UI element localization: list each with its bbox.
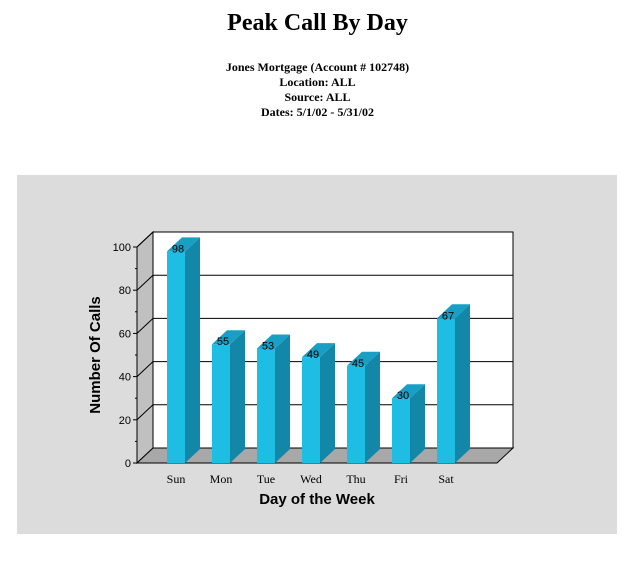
bar-fri: 30 — [392, 384, 425, 463]
dates-line: Dates: 5/1/02 - 5/31/02 — [261, 105, 374, 119]
x-axis-labels: Sun Mon Tue Wed Thu Fri Sat — [167, 472, 455, 486]
y-tick-label: 20 — [119, 415, 131, 427]
bar — [437, 318, 455, 463]
bar — [257, 348, 275, 463]
chart-title: Peak Call By Day — [227, 10, 408, 36]
gridline-side — [136, 231, 154, 248]
bar-thu: 45 — [347, 351, 380, 463]
bar-side — [410, 384, 425, 463]
y-tick-label: 40 — [119, 372, 131, 384]
bar — [167, 251, 185, 463]
y-axis-title: Number Of Calls — [87, 296, 104, 414]
y-tick-label: 60 — [119, 328, 131, 340]
account-line: Jones Mortgage (Account # 102748) — [225, 60, 410, 74]
data-label: 30 — [397, 390, 409, 402]
bar-side — [365, 351, 380, 463]
bar — [212, 344, 230, 463]
data-label: 55 — [217, 336, 229, 348]
side-wall — [136, 230, 154, 465]
bar-side — [320, 343, 335, 463]
y-axis: 0 20 40 60 80 100 — [113, 242, 138, 470]
y-tick-label: 0 — [125, 458, 131, 470]
x-tick-label: Sun — [167, 472, 186, 486]
x-axis-title: Day of the Week — [259, 491, 375, 508]
location-line: Location: ALL — [279, 75, 356, 89]
gridline-side — [136, 318, 154, 334]
data-label: 45 — [352, 358, 364, 370]
gridline-side — [136, 274, 154, 291]
bars: 98 55 53 49 45 30 67 — [167, 237, 470, 463]
bar — [392, 398, 410, 463]
bar — [347, 365, 365, 463]
bar-mon: 55 — [212, 330, 245, 463]
bar-top — [392, 384, 425, 399]
x-tick-label: Thu — [346, 472, 365, 486]
data-label: 53 — [262, 341, 274, 353]
bar-top — [167, 237, 200, 252]
bar-tue: 53 — [257, 334, 290, 463]
bar-side — [275, 334, 290, 463]
y-tick-label: 100 — [113, 242, 131, 254]
bar — [302, 357, 320, 463]
x-tick-label: Wed — [300, 472, 322, 486]
bar-top — [212, 330, 245, 345]
x-tick-label: Fri — [394, 472, 409, 486]
bar-top — [347, 351, 380, 366]
bar-side — [455, 304, 470, 463]
bar-wed: 49 — [302, 343, 335, 463]
bar-top — [302, 343, 335, 358]
x-tick-label: Sat — [438, 472, 454, 486]
data-label: 49 — [307, 349, 319, 361]
gridline-side — [136, 361, 154, 377]
bar-side — [230, 330, 245, 463]
gridline-side — [136, 404, 154, 421]
source-line: Source: ALL — [284, 90, 351, 104]
bar-side — [185, 237, 200, 463]
x-tick-label: Mon — [210, 472, 233, 486]
bar-sat: 67 — [437, 304, 470, 463]
x-tick-label: Tue — [257, 472, 275, 486]
data-label: 67 — [442, 310, 454, 322]
bar-top — [437, 304, 470, 319]
y-tick-label: 80 — [119, 285, 131, 297]
data-label: 98 — [172, 243, 184, 255]
bar-top — [257, 334, 290, 349]
bar-sun: 98 — [167, 237, 200, 463]
